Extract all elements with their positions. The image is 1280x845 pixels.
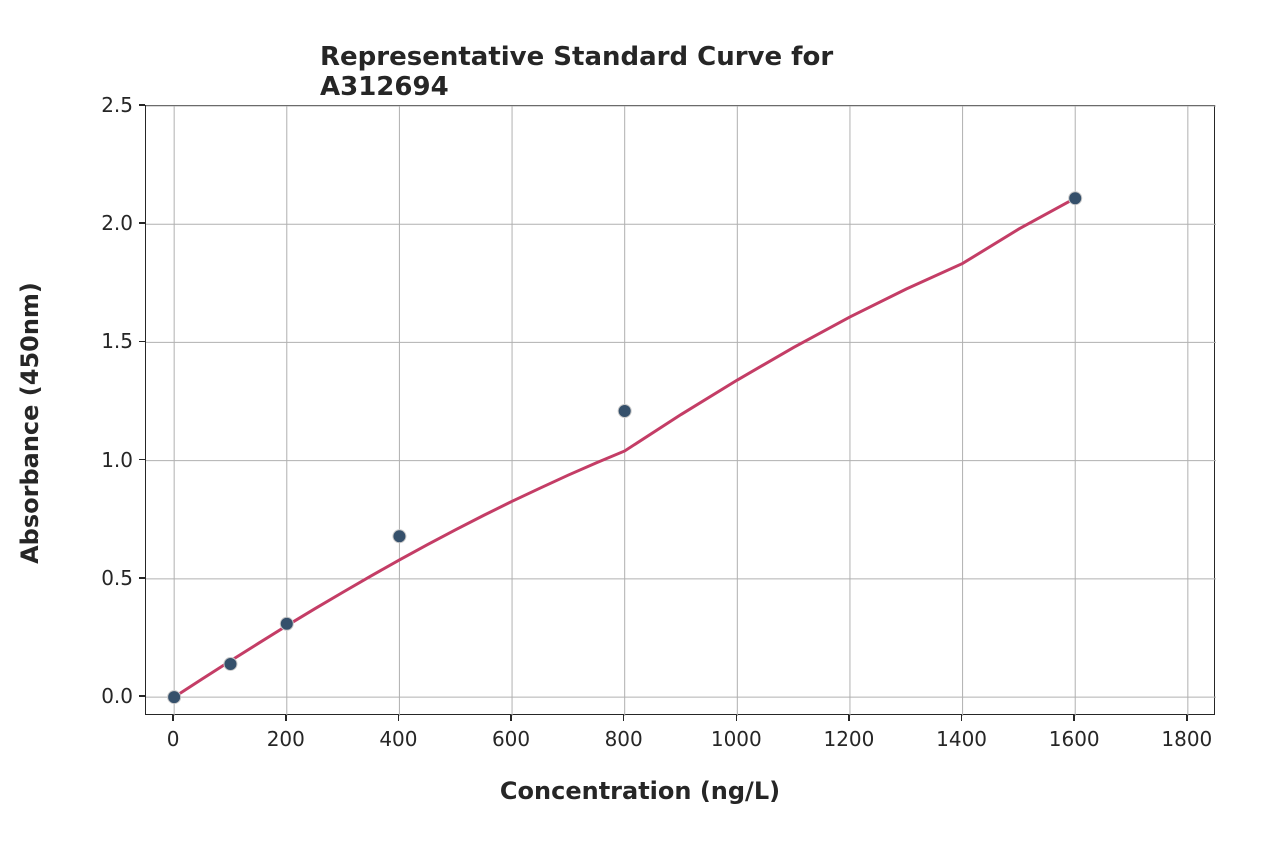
y-tick-mark (139, 577, 145, 579)
y-tick-label: 2.0 (101, 211, 133, 235)
x-tick-label: 1400 (936, 727, 987, 751)
y-tick-mark (139, 222, 145, 224)
x-tick-mark (172, 715, 174, 721)
y-tick-label: 0.0 (101, 684, 133, 708)
x-tick-label: 800 (605, 727, 643, 751)
data-point (280, 617, 293, 630)
data-point (1069, 192, 1082, 205)
y-tick-mark (139, 695, 145, 697)
x-axis-label: Concentration (ng/L) (500, 777, 780, 805)
curve-svg (146, 106, 1214, 714)
x-tick-label: 600 (492, 727, 530, 751)
x-tick-mark (1073, 715, 1075, 721)
x-tick-label: 1600 (1049, 727, 1100, 751)
x-tick-label: 1800 (1161, 727, 1212, 751)
y-tick-label: 1.0 (101, 448, 133, 472)
x-tick-mark (510, 715, 512, 721)
y-tick-label: 2.5 (101, 93, 133, 117)
chart-title: Representative Standard Curve for A31269… (320, 42, 960, 102)
y-tick-label: 0.5 (101, 566, 133, 590)
x-tick-mark (1186, 715, 1188, 721)
chart-container: Representative Standard Curve for A31269… (0, 0, 1280, 845)
y-tick-mark (139, 341, 145, 343)
x-tick-label: 1000 (711, 727, 762, 751)
x-tick-mark (623, 715, 625, 721)
x-tick-label: 400 (379, 727, 417, 751)
data-point (393, 530, 406, 543)
x-tick-mark (398, 715, 400, 721)
y-tick-mark (139, 459, 145, 461)
x-tick-mark (848, 715, 850, 721)
y-tick-label: 1.5 (101, 329, 133, 353)
plot-area (145, 105, 1215, 715)
grid-group (146, 106, 1216, 716)
x-tick-label: 0 (167, 727, 180, 751)
x-tick-label: 200 (267, 727, 305, 751)
data-point (168, 691, 181, 704)
x-tick-label: 1200 (823, 727, 874, 751)
data-point (618, 405, 631, 418)
y-tick-mark (139, 104, 145, 106)
x-tick-mark (736, 715, 738, 721)
x-tick-mark (285, 715, 287, 721)
y-axis-label: Absorbance (450nm) (16, 282, 44, 564)
x-tick-mark (961, 715, 963, 721)
data-point (224, 657, 237, 670)
